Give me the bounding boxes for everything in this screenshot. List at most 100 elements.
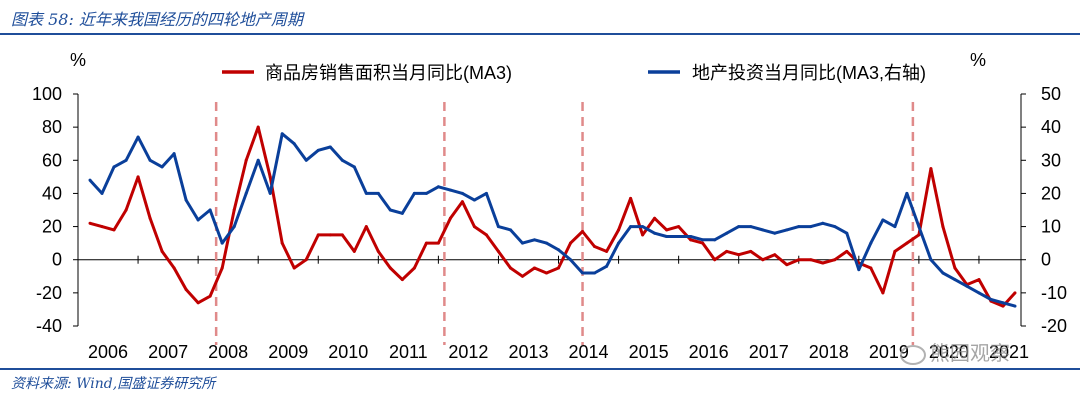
sales-point bbox=[737, 253, 741, 257]
investment-point bbox=[557, 248, 561, 252]
investment-point bbox=[713, 238, 717, 242]
sales-point bbox=[340, 233, 344, 237]
investment-point bbox=[508, 228, 512, 232]
investment-point bbox=[148, 158, 152, 162]
investment-point bbox=[136, 135, 140, 139]
investment-point bbox=[977, 291, 981, 295]
investment-point bbox=[160, 165, 164, 169]
investment-point bbox=[520, 241, 524, 245]
left-tick-label: -20 bbox=[36, 283, 62, 303]
sales-point bbox=[184, 288, 188, 292]
right-tick-label: 10 bbox=[1041, 217, 1061, 237]
investment-point bbox=[689, 235, 693, 239]
sales-point bbox=[304, 258, 308, 262]
sales-point bbox=[869, 266, 873, 270]
sales-point bbox=[893, 249, 897, 253]
sales-point bbox=[160, 249, 164, 253]
sales-point bbox=[725, 249, 729, 253]
investment-point bbox=[581, 271, 585, 275]
sales-point bbox=[701, 241, 705, 245]
x-tick-label: 2015 bbox=[629, 342, 669, 362]
investment-point bbox=[1013, 304, 1017, 308]
sales-point bbox=[412, 266, 416, 270]
x-tick-label: 2021 bbox=[989, 342, 1029, 362]
sales-point bbox=[436, 241, 440, 245]
x-tick-label: 2011 bbox=[389, 342, 428, 362]
sales-point bbox=[929, 167, 933, 171]
sales-point bbox=[881, 291, 885, 295]
right-tick-label: 40 bbox=[1041, 117, 1061, 137]
series-line-sales bbox=[89, 125, 1017, 308]
investment-point bbox=[172, 152, 176, 156]
sales-point bbox=[1013, 291, 1017, 295]
sales-point bbox=[544, 271, 548, 275]
sales-point bbox=[88, 221, 92, 225]
sales-point bbox=[364, 225, 368, 229]
x-tick-label: 2019 bbox=[869, 342, 909, 362]
investment-point bbox=[749, 225, 753, 229]
investment-point bbox=[965, 284, 969, 288]
sales-point bbox=[328, 233, 332, 237]
investment-point bbox=[605, 264, 609, 268]
sales-point bbox=[749, 249, 753, 253]
investment-point bbox=[677, 235, 681, 239]
sales-point bbox=[100, 225, 104, 229]
investment-point bbox=[328, 145, 332, 149]
investment-point bbox=[112, 165, 116, 169]
investment-point bbox=[232, 225, 236, 229]
sales-point bbox=[677, 225, 681, 229]
investment-point bbox=[400, 211, 404, 215]
investment-point bbox=[665, 235, 669, 239]
sales-point bbox=[809, 258, 813, 262]
investment-point bbox=[701, 238, 705, 242]
investment-point bbox=[569, 258, 573, 262]
sales-point bbox=[472, 225, 476, 229]
investment-point bbox=[436, 185, 440, 189]
investment-point bbox=[773, 231, 777, 235]
sales-point bbox=[532, 266, 536, 270]
sales-point bbox=[352, 249, 356, 253]
sales-point bbox=[484, 233, 488, 237]
investment-point bbox=[941, 271, 945, 275]
investment-point bbox=[340, 158, 344, 162]
investment-point bbox=[304, 158, 308, 162]
investment-point bbox=[412, 191, 416, 195]
right-unit-label: % bbox=[970, 50, 986, 70]
bottom-divider bbox=[0, 368, 1080, 370]
investment-point bbox=[929, 258, 933, 262]
x-tick-label: 2010 bbox=[328, 342, 368, 362]
sales-point bbox=[689, 238, 693, 242]
wechat-icon bbox=[900, 344, 926, 365]
investment-point bbox=[316, 148, 320, 152]
investment-point bbox=[881, 218, 885, 222]
top-divider bbox=[0, 33, 1080, 35]
investment-point bbox=[496, 225, 500, 229]
series-line-investment bbox=[88, 132, 1016, 308]
sales-point bbox=[280, 241, 284, 245]
sales-point bbox=[953, 266, 957, 270]
investment-point bbox=[376, 191, 380, 195]
investment-point bbox=[100, 191, 104, 195]
investment-point bbox=[905, 191, 909, 195]
x-tick-label: 2016 bbox=[689, 342, 729, 362]
left-tick-label: 0 bbox=[52, 250, 62, 270]
x-tick-label: 2017 bbox=[749, 342, 789, 362]
left-tick-label: 40 bbox=[42, 183, 62, 203]
sales-point bbox=[124, 208, 128, 212]
investment-point bbox=[617, 241, 621, 245]
investment-point bbox=[953, 278, 957, 282]
sales-point bbox=[941, 225, 945, 229]
right-tick-label: 0 bbox=[1041, 250, 1051, 270]
investment-point bbox=[821, 221, 825, 225]
sales-point bbox=[388, 266, 392, 270]
sales-point bbox=[665, 228, 669, 232]
investment-point bbox=[857, 268, 861, 272]
investment-point bbox=[184, 198, 188, 202]
x-tick-label: 2009 bbox=[268, 342, 308, 362]
sales-point bbox=[244, 158, 248, 162]
investment-point bbox=[1001, 301, 1005, 305]
investment-point bbox=[761, 228, 765, 232]
investment-point bbox=[532, 238, 536, 242]
investment-point bbox=[989, 297, 993, 301]
investment-point bbox=[220, 241, 224, 245]
